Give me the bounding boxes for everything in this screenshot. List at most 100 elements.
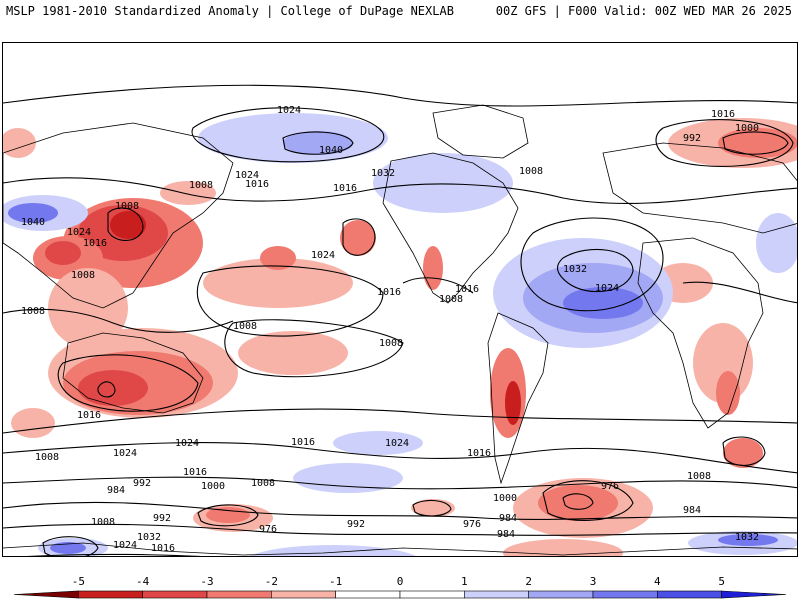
map-panel: 1024 1040 1016 1000 992 1032 1008 1024 1…	[2, 42, 798, 557]
isobar	[191, 107, 385, 163]
anomaly-region-neg2	[538, 485, 618, 521]
coast-eurasia	[3, 122, 234, 309]
color-scale-cells	[13, 590, 787, 599]
isobar-label: 992	[347, 519, 365, 530]
isobar	[542, 480, 634, 521]
anomaly-region-pos3	[718, 534, 778, 546]
isobar-label: 1024	[311, 250, 335, 261]
isobar-label: 1008	[35, 452, 59, 463]
color-scale-tick-label: -1	[329, 575, 342, 588]
anomaly-region-pos1	[333, 431, 423, 455]
isobar-label: 1024	[385, 438, 409, 449]
coast-south-america	[487, 312, 549, 485]
isobar-labels: 1024 1040 1016 1000 992 1032 1008 1024 1…	[21, 105, 759, 557]
color-scale-ticks: -5 -4 -3 -2 -1 0 1 2 3 4 5	[72, 575, 725, 588]
isobar	[3, 442, 797, 474]
isobar-label: 1024	[113, 540, 137, 551]
isobar-label: 1008	[441, 555, 465, 557]
color-scale-cell	[142, 590, 208, 599]
isobar-label: 1008	[233, 321, 257, 332]
color-scale-tick-label: 0	[397, 575, 404, 588]
isobar-label: 1032	[563, 264, 587, 275]
isobar-label: 1016	[151, 543, 175, 554]
color-scale-cell	[464, 590, 529, 599]
anomaly-region-pos3	[50, 542, 86, 554]
color-scale-tick-label: -3	[200, 575, 213, 588]
isobar-label: 984	[107, 485, 125, 496]
isobar	[655, 119, 794, 167]
isobar-label: 984	[499, 513, 517, 524]
isobar	[722, 436, 766, 466]
isobar-label: 1008	[687, 471, 711, 482]
anomaly-region-neg1	[11, 408, 55, 438]
isobar	[3, 308, 234, 333]
isobar	[197, 504, 259, 527]
isobar-label: 1008	[251, 478, 275, 489]
anomaly-region-pos3	[8, 203, 58, 223]
color-scale-cell	[592, 590, 658, 599]
anomaly-region-neg1	[238, 331, 348, 375]
isobar-label: 992	[153, 513, 171, 524]
color-scale-cell	[721, 590, 787, 599]
anomaly-region-neg1	[48, 268, 128, 348]
isobar	[342, 218, 376, 256]
isobar-label: 1024	[175, 438, 199, 449]
isobar-label: 1016	[77, 410, 101, 421]
isobar-label: 1024	[595, 283, 619, 294]
coast-north-america	[382, 152, 519, 304]
color-scale-cell	[78, 590, 143, 599]
isobar-label: 1024	[67, 227, 91, 238]
isobar-label: 976	[259, 524, 277, 535]
isobar	[27, 553, 202, 556]
coast-africa	[637, 237, 764, 429]
anomaly-region-neg1	[503, 539, 623, 556]
color-scale-cell	[528, 590, 594, 599]
color-scale-bar: -5 -4 -3 -2 -1 0 1 2 3 4 5	[13, 575, 787, 599]
coast-greenland	[432, 104, 529, 159]
isobar	[722, 131, 789, 155]
color-scale-cell	[657, 590, 722, 599]
header-run-info: 00Z GFS | F000 Valid: 00Z WED MAR 26 202…	[495, 4, 792, 18]
anomaly-region-neg2	[260, 246, 296, 270]
isobar-label: 1008	[71, 270, 95, 281]
color-scale-tick-label: 3	[590, 575, 597, 588]
isobar-label: 1024	[277, 105, 301, 116]
isobar-label: 1008	[21, 306, 45, 317]
anomaly-region-neg2	[423, 246, 443, 290]
anomaly-map: 1024 1040 1016 1000 992 1032 1008 1024 1…	[3, 84, 797, 557]
isobar	[562, 493, 594, 510]
isobar	[3, 177, 797, 205]
anomaly-region-neg1	[3, 128, 36, 158]
isobar	[682, 281, 797, 304]
isobar-label: 1040	[319, 145, 343, 156]
anomaly-region-pos2	[283, 131, 353, 155]
isobar	[557, 248, 634, 293]
anomaly-region-neg2	[340, 220, 376, 256]
coast-antarctica	[3, 542, 797, 556]
color-scale-cell	[335, 590, 401, 599]
anomaly-region-pos1	[250, 545, 416, 556]
isobar-label: 992	[683, 133, 701, 144]
isobar-label: 1008	[379, 338, 403, 349]
isobar	[3, 84, 797, 107]
isobar	[402, 277, 474, 294]
isobar-label: 1032	[137, 532, 161, 543]
anomaly-fills	[3, 113, 797, 556]
isobar-label: 1032	[735, 532, 759, 543]
isobar-label: 1024	[235, 170, 259, 181]
isobar-label: 1016	[291, 437, 315, 448]
anomaly-region-neg2	[716, 371, 740, 415]
isobar-label: 1016	[455, 284, 479, 295]
color-scale-tick-label: -4	[136, 575, 150, 588]
isobar	[97, 381, 116, 398]
isobar-label: 1016	[245, 179, 269, 190]
isobar-label: 1016	[183, 467, 207, 478]
color-scale-tick-label: 1	[461, 575, 468, 588]
isobar-label: 1000	[735, 123, 759, 134]
isobar	[196, 265, 384, 337]
header-title: MSLP 1981-2010 Standardized Anomaly | Co…	[6, 4, 454, 18]
anomaly-region-neg1	[160, 181, 216, 205]
isobar	[57, 354, 199, 412]
coast-australia	[62, 332, 204, 414]
anomaly-region-pos1	[373, 153, 513, 213]
